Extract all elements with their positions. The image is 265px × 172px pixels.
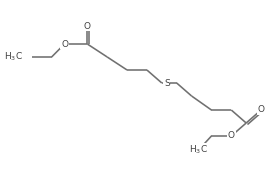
Text: H$_3$C: H$_3$C (189, 144, 208, 156)
Text: H$_3$C: H$_3$C (5, 51, 23, 63)
Text: S: S (164, 78, 170, 88)
Text: O: O (228, 132, 235, 141)
Text: O: O (61, 40, 68, 49)
Text: O: O (258, 105, 264, 115)
Text: O: O (84, 22, 91, 30)
